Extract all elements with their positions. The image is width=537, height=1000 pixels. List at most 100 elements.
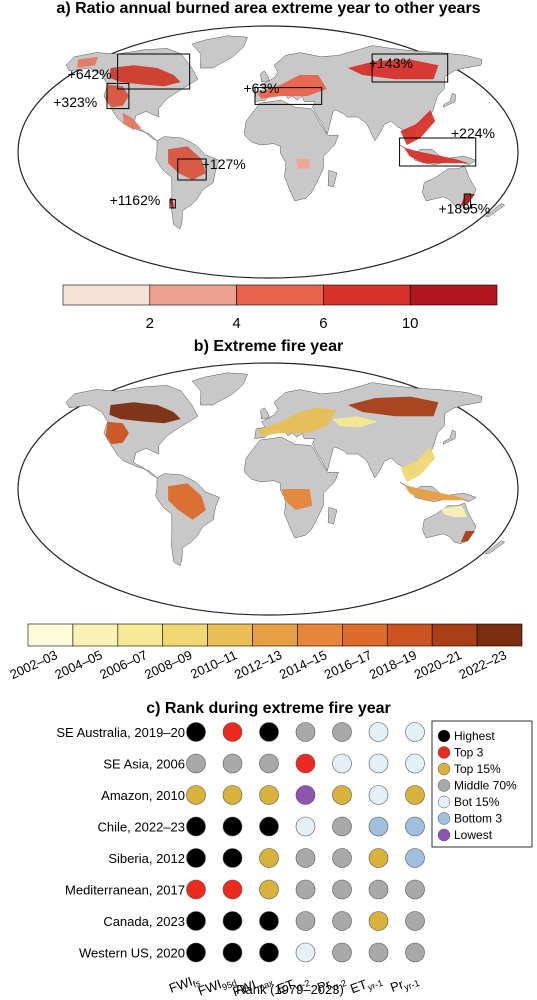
rank-dot (186, 879, 206, 900)
column-label-base: FWI (196, 976, 224, 998)
rank-dot (186, 722, 206, 742)
column-label-sub: yr-1 (403, 978, 421, 993)
fire-regions (77, 56, 475, 208)
fire-region-chile (169, 198, 174, 208)
region-boxes (106, 53, 477, 209)
rank-dot (186, 785, 206, 805)
legend-label: Middle 70% (454, 779, 517, 793)
rank-dot (368, 785, 389, 805)
colorbar-b-segment (297, 623, 343, 647)
fire-regions (105, 396, 475, 543)
row-label: Amazon, 2010 (101, 788, 185, 803)
land-greenland (191, 372, 248, 406)
land-africa (244, 436, 339, 539)
column-label-sub: fs (192, 978, 202, 990)
rank-dot (368, 879, 389, 900)
legend-label: Bottom 3 (454, 812, 502, 826)
rank-dot (405, 911, 425, 931)
column-label-base: Pr (315, 976, 333, 995)
land-greenland (191, 35, 248, 69)
rank-dot (222, 785, 243, 805)
colorbar-b-tick-label: 2020–21 (412, 647, 464, 682)
panel-b-title: b) Extreme fire year (193, 338, 344, 355)
rank-dot (332, 753, 352, 774)
panel-c-title: c) Rank during extreme fire year (146, 700, 391, 717)
column-label: ETyr-1 (348, 971, 384, 998)
colorbar-b-segment (117, 623, 164, 647)
fire-region-se-asia (400, 110, 436, 145)
row-label: Siberia, 2012 (108, 851, 185, 866)
colorbar-b-segment (431, 623, 478, 647)
box-amazon (177, 158, 207, 181)
fire-region-australia (440, 505, 468, 517)
colorbar-a-segment (149, 284, 237, 306)
rank-dot (222, 879, 243, 900)
column-label-sub: yr-2 (293, 978, 311, 993)
rank-dot (332, 722, 352, 742)
column-label-base: Pr (388, 976, 406, 995)
land-japan (442, 92, 456, 108)
column-label: Pryr-2 (315, 971, 348, 997)
rank-dot (332, 942, 352, 963)
rank-dot (332, 911, 352, 931)
rank-dot (295, 911, 316, 931)
colorbar-b-segment (207, 623, 253, 647)
rank-dot (405, 879, 425, 900)
fire-region-canada (109, 65, 181, 87)
rank-dot (186, 848, 206, 868)
legend-swatch (437, 812, 451, 825)
land-uk (260, 407, 270, 420)
fire-region-mexico (122, 112, 142, 130)
legend: Highest Top 3 Top 15% Middle 70% Bot 15% Bott… (431, 720, 533, 848)
row-label: SE Asia, 2006 (103, 757, 185, 772)
fire-region-europe (257, 75, 327, 99)
rank-dot (368, 816, 389, 837)
land-tasmania-nz (484, 203, 506, 217)
row-label: Western US, 2020 (79, 946, 185, 961)
annotation-label: +323% (53, 94, 97, 110)
colorbar-b-segment (252, 623, 298, 647)
rank-dot (368, 942, 389, 963)
rank-dot (405, 942, 425, 963)
fire-region-western-us (105, 84, 129, 108)
column-label: ETyr-2 (275, 971, 311, 998)
colorbar-b-tick-label: 2010–11 (188, 647, 239, 682)
box-canada (117, 53, 191, 90)
land-uk (260, 70, 270, 83)
rank-dot (405, 753, 425, 774)
rank-dot (405, 816, 425, 837)
rank-dot (332, 785, 352, 805)
rank-dot (295, 722, 316, 742)
rank-dot (368, 722, 389, 742)
legend-label: Lowest (454, 828, 493, 842)
rank-dot (295, 753, 316, 774)
fire-region-central-asia (332, 416, 378, 428)
box-chile (169, 199, 176, 209)
legend-swatch (437, 762, 451, 776)
legend-swatch (437, 729, 451, 743)
fire-region-europe (257, 407, 337, 436)
annotation-label: +1895% (438, 201, 490, 217)
legend-swatch (437, 828, 451, 842)
legend-label: Top 3 (454, 746, 484, 760)
colorbar-a-tick-label: 4 (232, 315, 240, 332)
rank-dot (222, 911, 243, 931)
column-label-sub: yr-2 (330, 978, 348, 993)
colorbar-b-tick-label: 2002–03 (8, 647, 60, 682)
colorbar-b-tick-label: 2022–23 (457, 647, 509, 682)
legend-label: Bot 15% (454, 795, 500, 809)
fire-region-se-asia (400, 447, 436, 482)
rank-dot (222, 722, 243, 742)
legend-swatch (437, 746, 451, 759)
box-siberia (371, 53, 449, 83)
rank-dot (368, 911, 389, 931)
column-label-sub: 95d (221, 978, 239, 993)
panel-a-map: +642% +323% +63% +143% +127% +224% +1162% +1895… (17, 25, 519, 279)
colorbar-b-tick-label: 2004–05 (52, 647, 104, 682)
colorbar-b-segment (72, 623, 119, 647)
legend-label: Top 15% (454, 762, 501, 776)
panel-a-colorbar: 2 4 6 10 (62, 284, 498, 332)
box-mediterranean (254, 87, 323, 105)
colorbar-a-segment (323, 284, 411, 306)
rank-dot (259, 785, 279, 805)
